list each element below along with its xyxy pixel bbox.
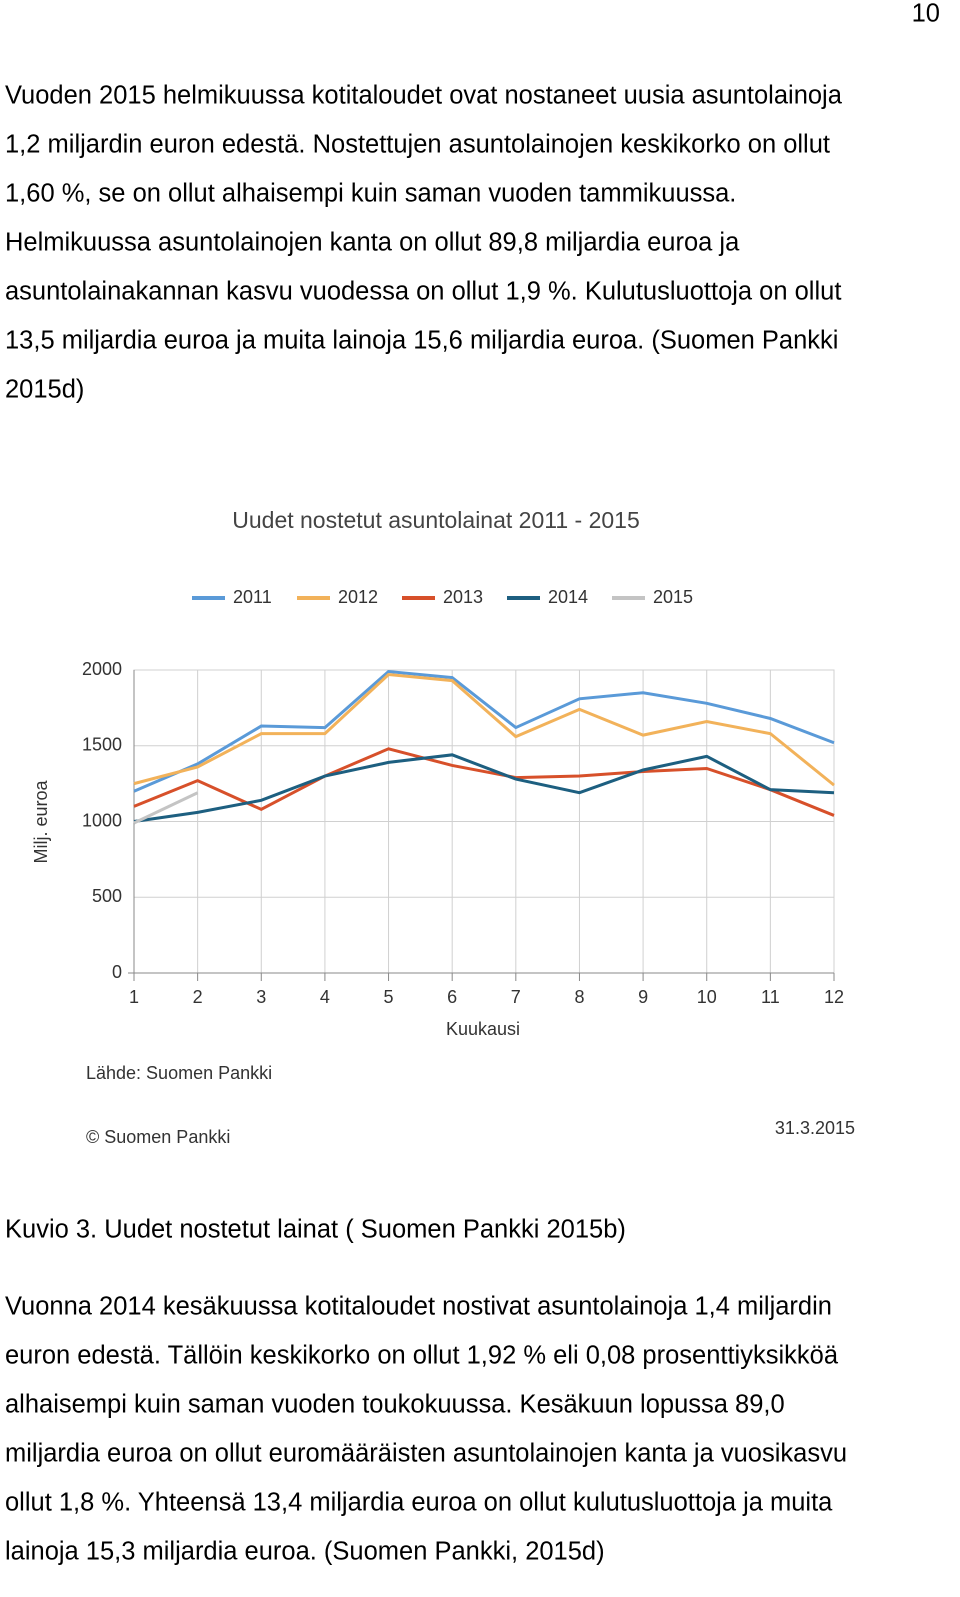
x-axis-label: Kuukausi (446, 1019, 520, 1039)
paragraph-line: Vuoden 2015 helmikuussa kotitaloudet ova… (5, 82, 843, 110)
paragraph-line: miljardia euroa on ollut euromääräisten … (5, 1440, 847, 1468)
x-tick-label: 6 (447, 987, 457, 1007)
x-tick-label: 1 (129, 987, 139, 1007)
y-tick-label: 1000 (82, 810, 122, 830)
y-tick-label: 0 (112, 962, 122, 982)
x-tick-label: 8 (574, 987, 584, 1007)
paragraph-line: 1,2 miljardin euron edestä. Nostettujen … (5, 131, 830, 159)
series-line (133, 672, 835, 787)
x-tick-label: 3 (256, 987, 266, 1007)
x-tick-label: 7 (511, 987, 521, 1007)
copyright-note: © Suomen Pankki (86, 1127, 230, 1147)
series-line (133, 791, 199, 825)
paragraph-line: 1,60 %, se on ollut alhaisempi kuin sama… (5, 180, 736, 208)
legend-label: 2012 (338, 587, 378, 607)
x-tick-label: 5 (384, 987, 394, 1007)
x-tick-label: 11 (761, 987, 780, 1007)
paragraph-line: ollut 1,8 %. Yhteensä 13,4 miljardia eur… (5, 1489, 833, 1517)
series-line (133, 753, 835, 823)
x-tick-label: 9 (638, 987, 648, 1007)
legend-label: 2015 (653, 587, 693, 607)
paragraph-line: 13,5 miljardia euroa ja muita lainoja 15… (5, 327, 838, 355)
caption: Kuvio 3. Uudet nostetut lainat ( Suomen … (5, 1216, 626, 1244)
x-tick-label: 10 (697, 987, 717, 1007)
source-note: Lähde: Suomen Pankki (86, 1063, 272, 1083)
legend-label: 2011 (233, 587, 272, 607)
paragraph-line: alhaisempi kuin saman vuoden toukokuussa… (5, 1391, 785, 1419)
x-tick-label: 4 (320, 987, 330, 1007)
chart-date: 31.3.2015 (775, 1118, 855, 1138)
paragraph-line: lainoja 15,3 miljardia euroa. (Suomen Pa… (5, 1538, 605, 1566)
x-tick-label: 12 (824, 987, 844, 1007)
paragraph-line: asuntolainakannan kasvu vuodessa on ollu… (5, 278, 841, 306)
chart-title: Uudet nostetut asuntolainat 2011 - 2015 (232, 507, 640, 533)
legend-label: 2013 (443, 587, 483, 607)
page-number: 10 (912, 0, 940, 28)
series-line (133, 669, 835, 793)
series-line (133, 747, 835, 817)
paragraph-line: Helmikuussa asuntolainojen kanta on ollu… (5, 229, 740, 257)
y-axis-label: Milj. euroa (31, 779, 51, 863)
legend-label: 2014 (548, 587, 588, 607)
paragraph-line: euron edestä. Tällöin keskikorko on ollu… (5, 1342, 839, 1370)
paragraph-line: Vuonna 2014 kesäkuussa kotitaloudet nost… (5, 1293, 832, 1321)
paragraph-line: 2015d) (5, 376, 84, 404)
y-tick-label: 1500 (82, 735, 122, 755)
y-tick-label: 2000 (82, 659, 122, 679)
y-tick-label: 500 (92, 886, 122, 906)
x-tick-label: 2 (193, 987, 203, 1007)
